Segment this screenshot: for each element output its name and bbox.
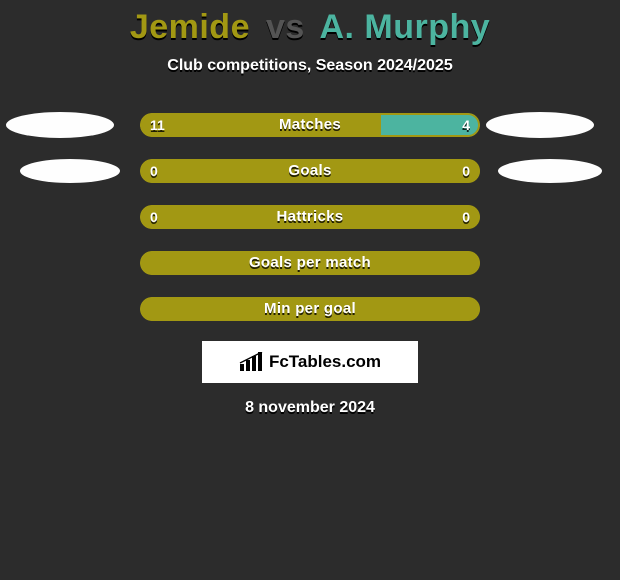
- stats-rows: 114Matches 00Goals 00Hattricks Goals per ma…: [0, 111, 620, 323]
- player2-name: A. Murphy: [319, 8, 490, 46]
- stat-row: Min per goal: [0, 295, 620, 323]
- stat-bar: 00Goals: [140, 159, 480, 183]
- player1-name: Jemide: [130, 8, 250, 46]
- stat-bar: 00Hattricks: [140, 205, 480, 229]
- comparison-title: Jemide vs A. Murphy: [0, 0, 620, 47]
- brand-text: FcTables.com: [269, 352, 381, 372]
- bar-chart-icon: [239, 352, 263, 372]
- stat-label: Goals per match: [140, 251, 480, 275]
- stat-bar: Min per goal: [140, 297, 480, 321]
- date-label: 8 november 2024: [0, 399, 620, 417]
- stat-label: Min per goal: [140, 297, 480, 321]
- stat-row: Goals per match: [0, 249, 620, 277]
- stat-bar: 114Matches: [140, 113, 480, 137]
- team-badge-left: [20, 159, 120, 183]
- stat-row: 114Matches: [0, 111, 620, 139]
- stat-label: Hattricks: [140, 205, 480, 229]
- brand-badge: FcTables.com: [202, 341, 418, 383]
- team-badge-right: [498, 159, 602, 183]
- stat-label: Matches: [140, 113, 480, 137]
- stat-row: 00Hattricks: [0, 203, 620, 231]
- team-badge-right: [486, 112, 594, 138]
- stat-row: 00Goals: [0, 157, 620, 185]
- vs-label: vs: [266, 8, 305, 46]
- stat-bar: Goals per match: [140, 251, 480, 275]
- subtitle: Club competitions, Season 2024/2025: [0, 57, 620, 75]
- stat-label: Goals: [140, 159, 480, 183]
- team-badge-left: [6, 112, 114, 138]
